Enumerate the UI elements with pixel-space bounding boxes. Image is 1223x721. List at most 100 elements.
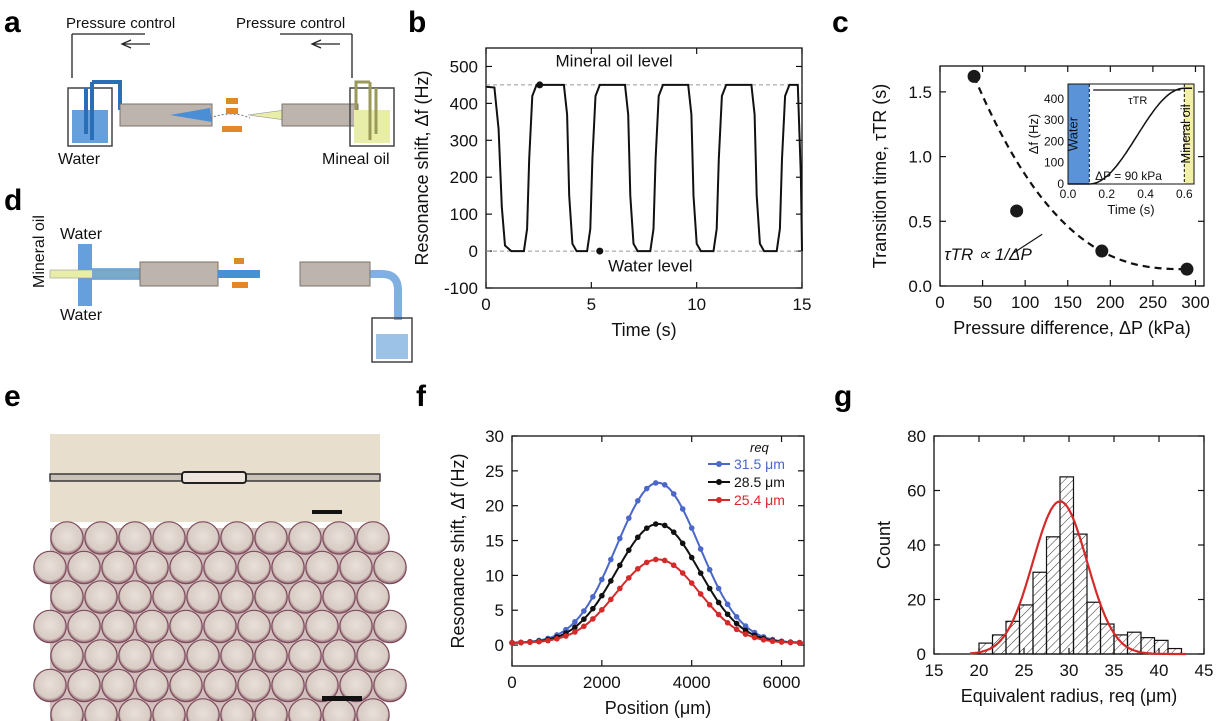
data-point bbox=[634, 534, 641, 541]
droplet bbox=[33, 609, 67, 644]
droplet bbox=[305, 550, 339, 585]
y-tick-label: 20 bbox=[907, 591, 926, 610]
data-point bbox=[626, 515, 632, 521]
connector-left bbox=[119, 103, 213, 127]
data-point bbox=[706, 601, 713, 608]
droplet bbox=[237, 609, 271, 644]
x-tick-label: 0 bbox=[935, 293, 944, 312]
collection-vial bbox=[371, 317, 413, 363]
droplet bbox=[220, 521, 254, 555]
droplet bbox=[169, 668, 203, 703]
data-point bbox=[724, 601, 731, 608]
droplet bbox=[50, 580, 84, 614]
droplet bbox=[373, 550, 407, 585]
data-point bbox=[715, 611, 722, 618]
droplet bbox=[356, 521, 390, 555]
droplet bbox=[356, 698, 390, 721]
data-point bbox=[652, 480, 659, 486]
inset-water-region bbox=[1068, 84, 1090, 184]
droplet bbox=[305, 609, 339, 644]
data-point bbox=[572, 629, 578, 635]
schematic-d: Mineral oil Water Water bbox=[31, 215, 413, 363]
data-point bbox=[581, 623, 587, 630]
oil-level-marker bbox=[536, 81, 544, 89]
droplet bbox=[271, 668, 305, 703]
inset-y-tick: 400 bbox=[1044, 92, 1064, 106]
data-point bbox=[590, 605, 596, 612]
inset-y-tick: 0 bbox=[1057, 177, 1064, 191]
x-axis-label: Equivalent radius, req (μm) bbox=[961, 686, 1177, 706]
panel-letter-a: a bbox=[4, 6, 21, 39]
droplet bbox=[339, 609, 373, 644]
data-point bbox=[706, 585, 713, 592]
droplet-channel-left bbox=[92, 268, 152, 280]
data-point bbox=[509, 640, 515, 646]
y-tick-label: 0 bbox=[469, 242, 478, 261]
data-point bbox=[634, 497, 641, 504]
data-point bbox=[572, 624, 578, 631]
chart-f: 0 2000 4000 6000 0 5 10 15 20 25 30 Position (μm) Re… bbox=[448, 427, 805, 718]
data-point bbox=[626, 575, 632, 581]
y-tick-label: 80 bbox=[907, 427, 926, 446]
fit-curve bbox=[973, 75, 1187, 271]
data-point bbox=[661, 557, 668, 564]
panel-letter-b: b bbox=[408, 6, 426, 39]
data-point bbox=[760, 637, 767, 643]
data-point bbox=[652, 521, 659, 527]
x-tick-label: 10 bbox=[687, 295, 706, 314]
data-point bbox=[778, 639, 785, 645]
data-point bbox=[724, 611, 731, 618]
x-axis-label: Time (s) bbox=[611, 320, 676, 340]
histogram-bar bbox=[1059, 476, 1075, 655]
x-tick-label: 4000 bbox=[673, 673, 711, 692]
x-tick-label: 20 bbox=[970, 661, 989, 680]
data-point bbox=[590, 593, 596, 600]
water-level-marker bbox=[596, 247, 604, 255]
oil-tube bbox=[354, 80, 378, 140]
y-tick-label: 400 bbox=[450, 94, 478, 113]
data-point bbox=[733, 614, 740, 620]
x-tick-label: 25 bbox=[1015, 661, 1034, 680]
data-point bbox=[670, 491, 677, 497]
water-level-annotation: Water level bbox=[608, 256, 692, 275]
data-point bbox=[697, 591, 704, 597]
data-point bbox=[652, 556, 659, 563]
y-tick-label: 40 bbox=[907, 536, 926, 555]
droplet bbox=[152, 521, 186, 555]
droplet bbox=[203, 609, 237, 644]
y-axis-label: Count bbox=[874, 521, 894, 569]
droplet bbox=[254, 580, 288, 614]
pad-mid bbox=[226, 108, 238, 114]
droplet bbox=[373, 668, 407, 703]
histogram-bar bbox=[1045, 536, 1061, 655]
data-point bbox=[715, 599, 722, 606]
annotation-arrow bbox=[1012, 233, 1043, 255]
data-point bbox=[661, 522, 668, 529]
scale-bar-top bbox=[312, 510, 342, 514]
water-tube bbox=[84, 80, 122, 140]
data-point bbox=[670, 562, 677, 569]
inset-dp-label: ΔP = 90 kPa bbox=[1095, 169, 1162, 183]
droplet bbox=[101, 609, 135, 644]
data-point bbox=[679, 506, 686, 512]
droplet bbox=[101, 550, 135, 585]
droplet bbox=[322, 521, 356, 555]
droplet bbox=[220, 698, 254, 721]
pad-d-bottom bbox=[232, 282, 248, 288]
inset-y-tick: 300 bbox=[1044, 113, 1064, 127]
x-tick-label: 2000 bbox=[583, 673, 621, 692]
y-tick-label: 30 bbox=[485, 427, 504, 446]
droplet bbox=[118, 521, 152, 555]
droplet bbox=[356, 580, 390, 614]
schematic-a: Pressure control Pressure control Water … bbox=[58, 15, 395, 168]
droplet bbox=[67, 550, 101, 585]
droplet bbox=[220, 639, 254, 673]
y-tick-label: 500 bbox=[450, 57, 478, 76]
droplet bbox=[186, 639, 220, 673]
inset-frame bbox=[1067, 83, 1195, 185]
data-point bbox=[742, 623, 749, 629]
data-point bbox=[670, 529, 677, 535]
chart-c: 0 50 100 150 200 250 300 0.0 0.5 1.0 1.5 Pressure d… bbox=[870, 65, 1210, 338]
histogram-bar bbox=[1005, 620, 1021, 655]
